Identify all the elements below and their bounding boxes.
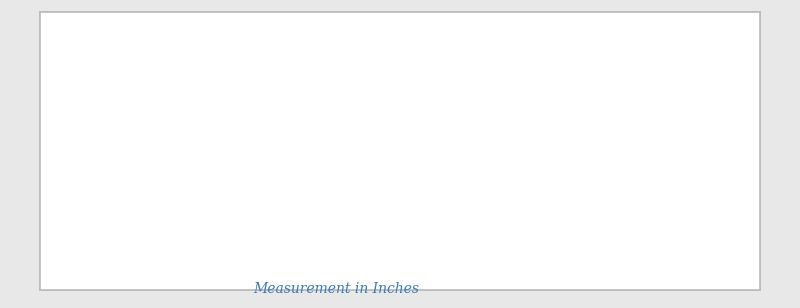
Text: X: X: [630, 128, 644, 146]
Text: $1\frac{1}{8}$: $1\frac{1}{8}$: [423, 183, 442, 196]
FancyBboxPatch shape: [40, 12, 760, 290]
Text: Measurement in Inches: Measurement in Inches: [253, 282, 419, 296]
Text: $\frac{5}{8}$: $\frac{5}{8}$: [259, 183, 278, 189]
Text: $\frac{6}{8}$: $\frac{6}{8}$: [301, 183, 318, 189]
Text: $1\frac{6}{8}$: $1\frac{6}{8}$: [628, 183, 646, 196]
Text: X: X: [590, 128, 602, 146]
Text: $1\frac{4}{8}$: $1\frac{4}{8}$: [546, 183, 565, 196]
Text: Length of Colored Pencils: Length of Colored Pencils: [87, 42, 327, 59]
Text: $\frac{3}{8}$: $\frac{3}{8}$: [178, 183, 196, 189]
Text: $1\frac{5}{8}$: $1\frac{5}{8}$: [587, 183, 606, 196]
Text: 1: 1: [387, 183, 396, 189]
Text: X: X: [549, 128, 562, 146]
Text: $1\frac{3}{8}$: $1\frac{3}{8}$: [506, 183, 523, 196]
Text: $1\frac{2}{8}$: $1\frac{2}{8}$: [464, 183, 482, 196]
Text: X: X: [508, 128, 521, 146]
Text: $\frac{4}{8}$: $\frac{4}{8}$: [218, 183, 237, 189]
Text: X: X: [426, 128, 439, 146]
Text: $\frac{7}{8}$: $\frac{7}{8}$: [342, 183, 360, 189]
Text: $1\frac{7}{8}$: $1\frac{7}{8}$: [669, 183, 687, 196]
Text: 2: 2: [714, 183, 723, 189]
Text: $\frac{2}{8}$: $\frac{2}{8}$: [137, 183, 155, 189]
Text: $\frac{1}{8}$: $\frac{1}{8}$: [96, 183, 114, 189]
